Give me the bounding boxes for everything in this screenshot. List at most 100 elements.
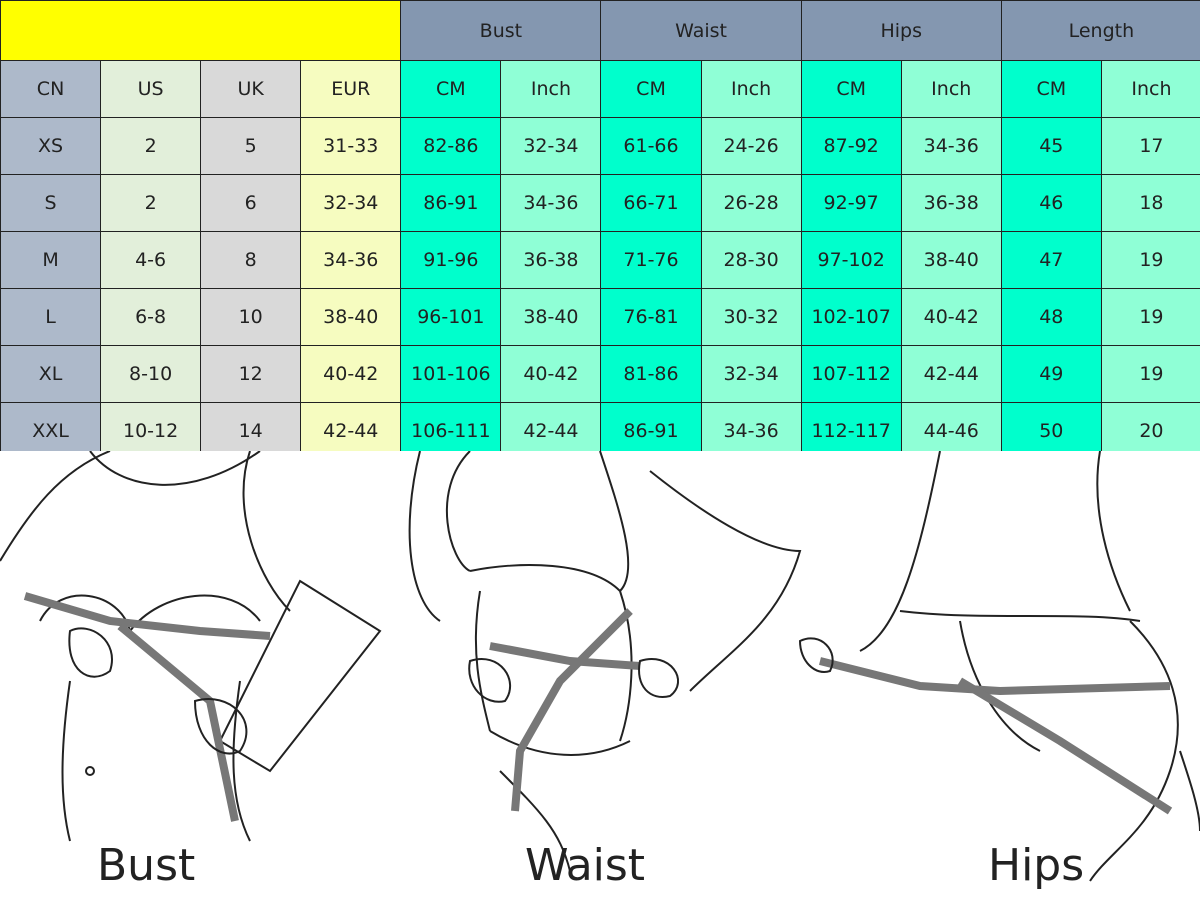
table-cell: 40-42: [300, 345, 402, 403]
table-cell: 36-38: [900, 174, 1002, 232]
table-cell: 40-42: [900, 288, 1002, 346]
group-header-row: Bust Waist Hips Length: [0, 0, 1200, 61]
table-cell: 82-86: [400, 117, 502, 175]
table-cell: 14: [200, 402, 302, 451]
hips-illustration: [798, 451, 1200, 882]
table-cell: 91-96: [400, 231, 502, 289]
table-cell: 8: [200, 231, 302, 289]
table-cell: XS: [0, 117, 102, 175]
table-cell: 45: [1000, 117, 1102, 175]
table-cell: 38-40: [300, 288, 402, 346]
group-header-hips: Hips: [800, 0, 1002, 61]
table-cell: S: [0, 174, 102, 232]
table-cell: 101-106: [400, 345, 502, 403]
table-cell: 96-101: [400, 288, 502, 346]
table-cell: 18: [1100, 174, 1200, 232]
table-cell: 102-107: [800, 288, 902, 346]
subheader-cell: Inch: [700, 60, 802, 118]
table-row: XS 2 5 31-33 82-86 32-34 61-66 24-26 87-92 34-36 4…: [0, 117, 1200, 175]
bust-label: Bust: [97, 840, 196, 891]
subheader-cell: CM: [1000, 60, 1102, 118]
table-row: XXL 10-12 14 42-44 106-111 42-44 86-91 34-36 112…: [0, 402, 1200, 451]
table-cell: 19: [1100, 231, 1200, 289]
table-cell: 49: [1000, 345, 1102, 403]
subheader-row: CN US UK EUR CM Inch CM Inch CM Inch CM Inch: [0, 60, 1200, 118]
table-cell: 2: [100, 174, 202, 232]
table-row: S 2 6 32-34 86-91 34-36 66-71 26-28 92-97 36-38 46…: [0, 174, 1200, 232]
table-cell: 31-33: [300, 117, 402, 175]
table-cell: 28-30: [700, 231, 802, 289]
table-cell: 6-8: [100, 288, 202, 346]
table-cell: 26-28: [700, 174, 802, 232]
measurement-illustrations: [0, 451, 1200, 882]
table-cell: 87-92: [800, 117, 902, 175]
bust-illustration: [0, 451, 382, 842]
table-cell: L: [0, 288, 102, 346]
table-cell: 32-34: [700, 345, 802, 403]
table-cell: M: [0, 231, 102, 289]
size-chart-table: Bust Waist Hips Length CN US UK EUR CM Inch CM…: [0, 0, 1200, 451]
table-cell: 92-97: [800, 174, 902, 232]
hips-label: Hips: [988, 840, 1085, 891]
table-cell: 34-36: [500, 174, 602, 232]
table-cell: 50: [1000, 402, 1102, 451]
table-cell: 107-112: [800, 345, 902, 403]
table-row: XL 8-10 12 40-42 101-106 40-42 81-86 32-34 107-1…: [0, 345, 1200, 403]
table-cell: 76-81: [600, 288, 702, 346]
table-cell: 24-26: [700, 117, 802, 175]
subheader-cell: Inch: [500, 60, 602, 118]
waist-label: Waist: [525, 840, 646, 891]
table-cell: 19: [1100, 288, 1200, 346]
subheader-cell: UK: [200, 60, 302, 118]
table-cell: XL: [0, 345, 102, 403]
table-cell: 81-86: [600, 345, 702, 403]
table-row: L 6-8 10 38-40 96-101 38-40 76-81 30-32 102-107 4…: [0, 288, 1200, 346]
table-cell: 40-42: [500, 345, 602, 403]
subheader-cell: CM: [400, 60, 502, 118]
group-header-bust: Bust: [400, 0, 602, 61]
subheader-cell: CM: [600, 60, 702, 118]
table-cell: 42-44: [500, 402, 602, 451]
table-cell: 71-76: [600, 231, 702, 289]
table-cell: 44-46: [900, 402, 1002, 451]
blank-header-cell: [0, 0, 402, 61]
table-cell: 5: [200, 117, 302, 175]
table-cell: XXL: [0, 402, 102, 451]
table-cell: 86-91: [400, 174, 502, 232]
group-header-waist: Waist: [600, 0, 802, 61]
table-cell: 34-36: [900, 117, 1002, 175]
subheader-cell: Inch: [1100, 60, 1200, 118]
subheader-cell: Inch: [900, 60, 1002, 118]
subheader-cell: US: [100, 60, 202, 118]
table-cell: 38-40: [500, 288, 602, 346]
table-cell: 106-111: [400, 402, 502, 451]
table-cell: 97-102: [800, 231, 902, 289]
table-cell: 34-36: [300, 231, 402, 289]
table-cell: 10: [200, 288, 302, 346]
table-cell: 46: [1000, 174, 1102, 232]
table-cell: 61-66: [600, 117, 702, 175]
subheader-cell: CM: [800, 60, 902, 118]
table-row: M 4-6 8 34-36 91-96 36-38 71-76 28-30 97-102 38-4…: [0, 231, 1200, 289]
table-cell: 86-91: [600, 402, 702, 451]
table-cell: 34-36: [700, 402, 802, 451]
table-cell: 42-44: [900, 345, 1002, 403]
table-cell: 66-71: [600, 174, 702, 232]
table-cell: 36-38: [500, 231, 602, 289]
table-cell: 10-12: [100, 402, 202, 451]
table-cell: 8-10: [100, 345, 202, 403]
table-cell: 47: [1000, 231, 1102, 289]
subheader-cell: CN: [0, 60, 102, 118]
group-header-length: Length: [1000, 0, 1200, 61]
waist-illustration: [408, 451, 802, 872]
table-cell: 32-34: [300, 174, 402, 232]
table-cell: 4-6: [100, 231, 202, 289]
table-cell: 6: [200, 174, 302, 232]
table-cell: 112-117: [800, 402, 902, 451]
table-cell: 20: [1100, 402, 1200, 451]
table-cell: 48: [1000, 288, 1102, 346]
table-cell: 2: [100, 117, 202, 175]
table-cell: 38-40: [900, 231, 1002, 289]
table-cell: 30-32: [700, 288, 802, 346]
table-cell: 32-34: [500, 117, 602, 175]
